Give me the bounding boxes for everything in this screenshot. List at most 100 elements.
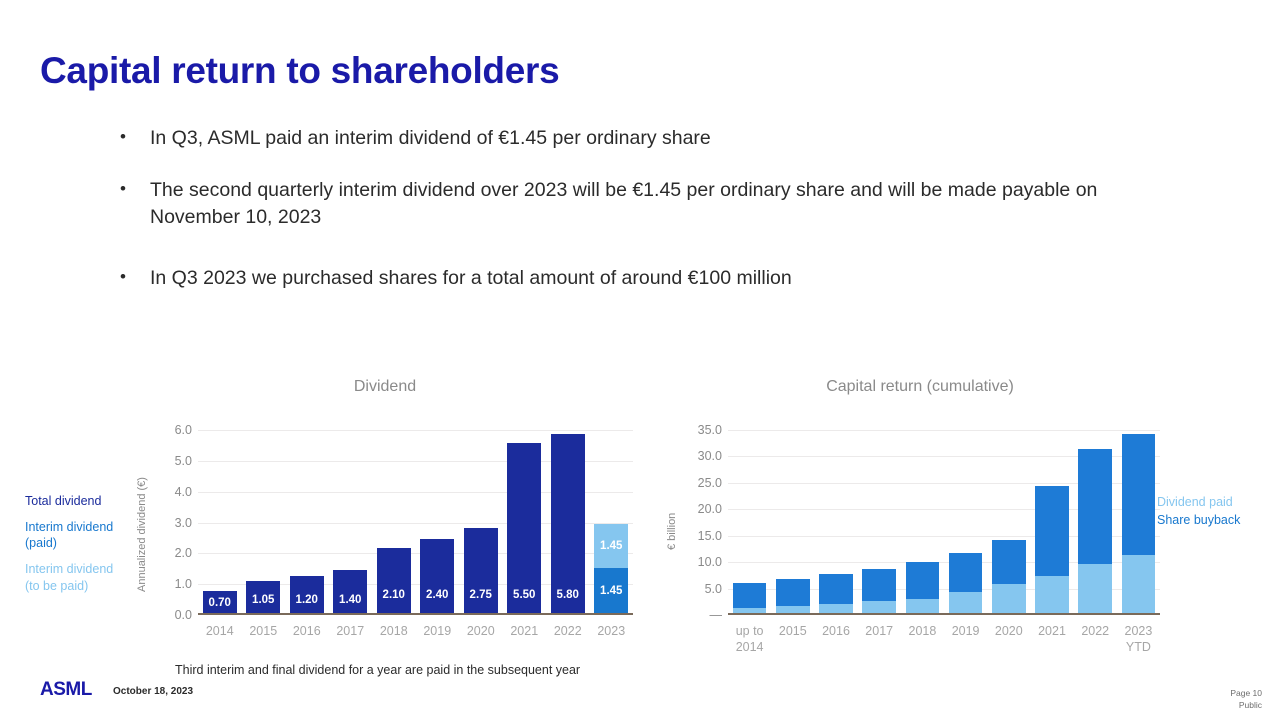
- bar-segment: [905, 598, 940, 613]
- y-tick-label: —: [709, 608, 723, 622]
- bar-group: [814, 430, 857, 613]
- bar-segment: 0.70: [202, 591, 237, 613]
- gridline: [728, 456, 1160, 458]
- y-tick-label: 25.0: [697, 475, 722, 490]
- y-tick-label: 15.0: [697, 528, 722, 543]
- bar-group: 5.50: [503, 430, 547, 613]
- x-tick-label: 2016: [292, 624, 321, 638]
- gridline: [728, 430, 1160, 431]
- legend-label-line2: (paid): [25, 536, 57, 551]
- bar-segment: 5.80: [550, 434, 585, 613]
- bar-group: [1074, 430, 1117, 613]
- gridline: [198, 460, 633, 462]
- x-tick-label: up to 2014: [735, 624, 764, 654]
- bullet-list: • In Q3, ASML paid an interim dividend o…: [120, 125, 1190, 317]
- bar-segment: [1035, 486, 1069, 576]
- bar-segment: 1.45: [594, 568, 629, 613]
- bar-group: 2.10: [372, 430, 416, 613]
- plot-area-dividend: Annualized dividend (€) 6.0 5.0 4.0 3.0 2.0 1…: [130, 396, 650, 663]
- dividend-chart-legend: Total dividend Interim dividend (paid) I…: [25, 493, 135, 603]
- bar-group: [728, 430, 771, 613]
- bar-value-label: 1.20: [295, 594, 318, 606]
- bullet-text: In Q3 2023 we purchased shares for a tot…: [150, 267, 792, 290]
- gridline: [728, 482, 1160, 484]
- x-tick-label: 2018: [908, 624, 937, 638]
- bar-value-label: 2.40: [426, 589, 449, 601]
- gridline: [728, 535, 1160, 537]
- bar-segment: 2.10: [376, 548, 411, 613]
- bar: [862, 569, 897, 613]
- bar: [991, 539, 1026, 613]
- bar-segment: [905, 561, 940, 599]
- bar: [732, 583, 767, 613]
- bar: 1.40: [333, 569, 368, 613]
- x-tick-label: 2017: [336, 624, 365, 638]
- page-meta: Page 10 Public: [1230, 687, 1262, 712]
- x-tick-label: 2019: [951, 624, 980, 638]
- bar-segment: 1.20: [289, 576, 324, 613]
- chart-footnote: Third interim and final dividend for a y…: [175, 663, 581, 677]
- plot-area-capital-return: € billion 35.0 30.0 25.0 20.0 15.0 10.0 5.0 — u…: [660, 396, 1200, 663]
- gridline: [198, 553, 633, 555]
- bar-value-label: 1.45: [600, 584, 623, 597]
- bar-segment: [862, 601, 897, 613]
- bar: 2.75: [463, 528, 498, 613]
- x-tick-label: 2017: [865, 624, 894, 638]
- x-tick-label: 2014: [205, 624, 234, 638]
- x-tick-label: 2023: [597, 624, 626, 638]
- x-axis-ticks: up to 2014 2015 2016 2017 2018 2019 2020 2…: [728, 624, 1160, 655]
- bar-group: [858, 430, 901, 613]
- legend-item-interim-paid: Interim dividend (paid): [25, 519, 135, 552]
- bar: 5.80: [550, 434, 585, 613]
- bar-value-label: 2.10: [382, 589, 405, 601]
- y-tick-label: 35.0: [697, 423, 722, 437]
- gridline: [728, 509, 1160, 511]
- bar-segment: 1.45: [594, 523, 629, 569]
- x-tick-label: 2016: [822, 624, 850, 638]
- gridline: [198, 430, 633, 431]
- bar: 2.10: [376, 548, 411, 613]
- bar-value-label: 1.45: [600, 539, 623, 552]
- bar-segment: [819, 603, 853, 613]
- y-tick-label: 20.0: [697, 502, 722, 517]
- bar: 1.45 1.45: [594, 523, 629, 613]
- page-number: Page 10: [1230, 688, 1262, 698]
- bar-group: 1.20: [285, 430, 329, 613]
- y-tick-label: 3.0: [174, 515, 192, 530]
- bars-region: 0.70 1.05 1.20 1.40 2.10 2.40 2.75 5.50 5.80 1.45…: [198, 430, 633, 615]
- bullet-text: The second quarterly interim dividend ov…: [150, 178, 1098, 229]
- x-tick-label: 2015: [778, 624, 807, 638]
- x-tick-label: 2019: [423, 624, 452, 638]
- chart-title: Dividend: [353, 378, 417, 395]
- bar-value-label: 2.75: [469, 589, 492, 601]
- x-tick-label: 2021: [510, 624, 539, 638]
- bar-segment: 5.50: [507, 443, 542, 613]
- x-tick-label: 2021: [1038, 624, 1066, 638]
- bar-group: 1.45 1.45: [590, 430, 634, 613]
- y-axis-title: Annualized dividend (€): [136, 476, 148, 592]
- gridline: [198, 584, 633, 586]
- legend-label: Total dividend: [25, 494, 102, 508]
- bar-segment: [948, 552, 983, 593]
- y-tick-label: 1.0: [174, 577, 192, 592]
- bar-segment: [819, 573, 853, 604]
- bar-segment: [732, 607, 767, 613]
- bar: [1078, 449, 1113, 613]
- charts-container: Dividend Annualized dividend (€) 6.0 5.0 4…: [0, 378, 1280, 668]
- bar-group: [901, 430, 944, 613]
- bar: [1035, 486, 1069, 613]
- bullet-marker-icon: •: [120, 127, 126, 146]
- bar-segment: [775, 605, 810, 613]
- bar-segment: 1.40: [333, 569, 368, 613]
- bar-group: 1.05: [242, 430, 286, 613]
- bar-group: [944, 430, 987, 613]
- bar-segment: [1121, 555, 1156, 613]
- legend-item-interim-to-be-paid: Interim dividend (to be paid): [25, 561, 135, 594]
- bar-segment: [991, 539, 1026, 585]
- bar: 1.20: [289, 576, 324, 613]
- bars-region: [728, 430, 1160, 615]
- bar: 1.05: [246, 580, 281, 613]
- bullet-marker-icon: •: [120, 178, 126, 198]
- bar-segment: [732, 583, 767, 608]
- bullet-text: In Q3, ASML paid an interim dividend of …: [150, 127, 711, 149]
